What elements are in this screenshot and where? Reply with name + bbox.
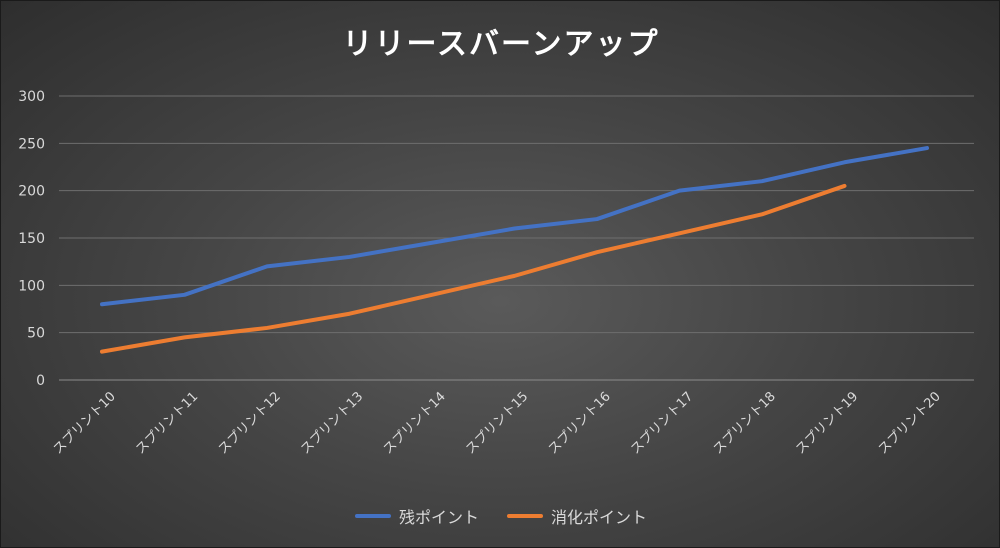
x-tick-label: スプリント12	[216, 389, 284, 457]
legend-swatch-remaining	[354, 514, 391, 518]
legend-swatch-completed	[507, 514, 543, 518]
legend-label-remaining: 残ポイント	[398, 508, 479, 527]
y-axis-ticks: 0 50 100 150 200 250 300	[18, 89, 45, 389]
x-tick-label: スプリント16	[546, 389, 614, 457]
series-line-remaining	[100, 146, 929, 307]
x-axis-ticks: スプリント10 スプリント11 スプリント12 スプリント13 スプリント14 スプリント…	[51, 389, 944, 457]
y-tick-label: 200	[18, 184, 45, 200]
y-tick-label: 300	[18, 89, 45, 105]
y-tick-label: 250	[18, 136, 45, 152]
legend: 残ポイント 消化ポイント	[1, 504, 999, 528]
y-tick-label: 100	[18, 278, 45, 294]
x-tick-label: スプリント19	[793, 389, 861, 457]
x-tick-label: スプリント14	[381, 389, 449, 457]
chart-title: リリースバーンアップ	[342, 27, 660, 62]
legend-label-completed: 消化ポイント	[551, 508, 648, 527]
series-line-completed	[100, 183, 847, 354]
x-tick-label: スプリント11	[133, 389, 201, 457]
y-tick-label: 50	[27, 326, 45, 342]
x-tick-label: スプリント18	[711, 389, 779, 457]
x-tick-label: スプリント15	[463, 389, 531, 457]
x-tick-label: スプリント20	[876, 389, 944, 457]
x-tick-label: スプリント13	[298, 389, 366, 457]
y-tick-label: 150	[18, 231, 45, 247]
series-lines	[100, 146, 929, 354]
x-tick-label: スプリント17	[628, 389, 696, 457]
y-tick-label: 0	[36, 373, 45, 389]
legend-item-remaining: 残ポイント	[354, 504, 479, 528]
legend-item-completed: 消化ポイント	[507, 504, 647, 528]
x-tick-label: スプリント10	[51, 389, 119, 457]
